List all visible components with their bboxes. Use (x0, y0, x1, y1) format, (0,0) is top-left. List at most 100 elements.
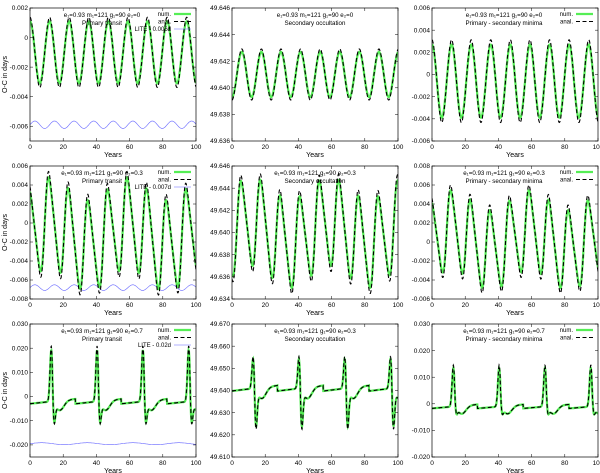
x-tick-label: 60 (528, 144, 536, 151)
axes-frame (29, 165, 197, 300)
chart-panel-r3c2: 0 20 40 60 80 100 49.610 49.620 49.630 49.640 49.6… (210, 321, 404, 473)
y-tick-label: 49.634 (210, 296, 230, 303)
y-tick-label: -0.006 (10, 123, 29, 130)
y-axis-label: O-C in days (2, 372, 9, 409)
params-label: e₁=0.93 m₁=121 g₁=90 e₂=0.7 (463, 328, 545, 335)
y-tick-label: 0.002 (12, 5, 29, 12)
params-label: e₁=0.93 m₁=121 g₁=90 e₂=0.7 (61, 328, 143, 335)
y-tick-label: 0.004 (12, 182, 29, 189)
x-tick-label: 80 (159, 302, 167, 309)
y-tick-label: 0.010 (414, 374, 431, 381)
series-num (432, 364, 598, 416)
x-tick-label: 100 (393, 460, 404, 467)
series-lite (30, 120, 196, 129)
series-anal (30, 170, 196, 296)
x-tick-label: 40 (495, 144, 503, 151)
x-tick-label: 40 (93, 302, 101, 309)
legend-num-text: num. (158, 170, 172, 176)
y-tick-label: 0.004 (414, 201, 431, 208)
legend-num-text: num. (560, 170, 574, 176)
y-tick-label: 49.636 (210, 138, 230, 145)
y-tick-label: 0.002 (414, 220, 431, 227)
x-tick-label: 40 (93, 460, 101, 467)
x-tick-label: 100 (593, 460, 600, 467)
x-tick-label: 0 (230, 302, 234, 309)
x-tick-label: 60 (328, 144, 336, 151)
x-tick-label: 60 (126, 144, 134, 151)
x-tick-label: 80 (561, 144, 569, 151)
series-num (232, 355, 398, 431)
x-tick-label: 100 (593, 302, 600, 309)
chart-panel-r1c2: 0 20 40 60 80 100 49.636 49.638 49.640 49.642 49.6… (210, 5, 404, 159)
y-tick-label: -0.010 (412, 428, 431, 435)
y-tick-label: 49.670 (210, 321, 230, 328)
x-tick-label: 80 (361, 460, 369, 467)
x-axis-label: Years (104, 310, 122, 317)
plot-area (30, 16, 196, 129)
y-tick-label: 0.006 (12, 163, 29, 170)
y-tick-label: -0.010 (10, 418, 29, 425)
y-tick-label: 0 (24, 35, 28, 42)
plot-area (432, 184, 598, 294)
chart-panel-r2c3: 0 20 40 60 80 100 0.008 0.006 0.004 0.002 0 -0.002 -… (412, 163, 600, 317)
plot-area (30, 170, 196, 296)
x-tick-label: 100 (393, 302, 404, 309)
y-tick-label: 0.020 (414, 348, 431, 355)
params-label: e₁=0.93 m₁=121 g₁=90 e₂=0 (277, 12, 354, 19)
x-tick-label: 40 (295, 302, 303, 309)
plot-area (232, 173, 398, 295)
x-axis-label: Years (306, 468, 324, 473)
y-tick-label: -0.020 (10, 442, 29, 449)
chart-panel-r1c1: 0 20 40 60 80 100 0.002 0 -0.002 -0.004 -0.006 Year… (2, 5, 202, 159)
y-tick-label: 49.610 (210, 454, 230, 461)
panel-title: Secondary occultation (285, 178, 346, 185)
y-axis-label: O-C in days (2, 214, 9, 251)
panel-title: Secondary occultation (285, 336, 346, 343)
chart-panel-r3c1: 0 20 40 60 80 100 0.030 0.020 0.010 0 -0.010 -0.020… (2, 321, 202, 473)
y-tick-label: 0 (426, 239, 430, 246)
x-tick-label: 60 (528, 302, 536, 309)
legend-lite-text: LITE - 0.006d (135, 27, 171, 33)
x-tick-label: 40 (295, 144, 303, 151)
series-anal (432, 363, 598, 416)
y-tick-label: 0.020 (12, 345, 29, 352)
x-tick-label: 80 (361, 302, 369, 309)
x-tick-label: 20 (262, 144, 270, 151)
y-tick-label: 49.646 (210, 5, 230, 12)
series-lite (30, 442, 196, 446)
series-anal (432, 184, 598, 294)
y-tick-label: -0.002 (412, 258, 431, 265)
panel-title: Secondary occultation (285, 20, 346, 27)
y-tick-label: 49.636 (210, 274, 230, 281)
y-tick-label: 0.030 (12, 321, 29, 328)
chart-panel-r1c3: 0 20 40 60 80 100 0.006 0.004 0.002 0 -0.002 -0.004… (412, 5, 600, 159)
legend-lite-text: LITE - 0.007d (135, 185, 171, 191)
x-tick-label: 100 (191, 302, 202, 309)
params-label: e₁=0.93 m₁=121 g₁=90 e₂=0.3 (274, 170, 356, 177)
x-tick-label: 20 (60, 144, 68, 151)
x-tick-label: 0 (430, 460, 434, 467)
x-axis-label: Years (506, 152, 524, 159)
y-tick-label: 49.642 (210, 208, 230, 215)
y-tick-label: 0.010 (12, 370, 29, 377)
y-tick-label: 49.638 (210, 112, 230, 119)
y-tick-label: 0.030 (414, 321, 431, 328)
series-lite (30, 284, 196, 291)
x-tick-label: 0 (230, 460, 234, 467)
x-tick-label: 40 (295, 460, 303, 467)
panel-title: Primary transit (82, 178, 122, 185)
y-tick-label: 49.644 (210, 32, 230, 39)
y-tick-label: -0.008 (10, 296, 29, 303)
x-tick-label: 0 (28, 460, 32, 467)
params-label: e₁=0.93 m₁=121 g₁=90 e₂=0 (466, 12, 543, 19)
y-tick-label: 49.646 (210, 163, 230, 170)
x-axis-label: Years (104, 152, 122, 159)
x-tick-label: 60 (126, 460, 134, 467)
y-tick-label: 0.008 (414, 163, 431, 170)
panel-title: Primary transit (82, 20, 122, 27)
legend-anal-text: anal. (158, 336, 171, 342)
x-tick-label: 0 (28, 302, 32, 309)
y-tick-label: -0.006 (412, 138, 431, 145)
x-tick-label: 20 (60, 302, 68, 309)
